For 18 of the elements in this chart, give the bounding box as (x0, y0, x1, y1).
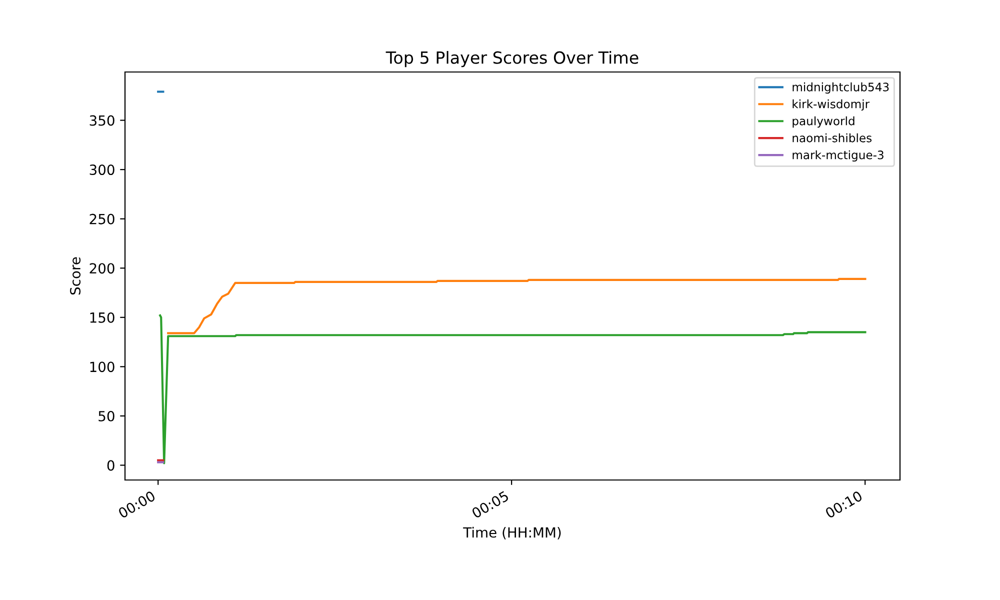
legend-label: naomi-shibles (792, 133, 872, 142)
y-tick-label: 300 (90, 164, 114, 176)
legend-label: midnightclub543 (792, 82, 889, 94)
legend-label: paulyworld (792, 116, 854, 128)
y-tick-label: 50 (98, 410, 114, 422)
line-series (159, 314, 866, 464)
chart-title: Top 5 Player Scores Over Time (386, 51, 638, 68)
x-axis-title: Time (HH:MM) (463, 526, 561, 540)
y-axis-title: Score (70, 257, 81, 295)
y-tick-label: 100 (90, 362, 114, 372)
y-tick-label: 350 (90, 115, 114, 126)
y-tick-label: 250 (90, 214, 114, 224)
y-tick-label: 150 (90, 312, 114, 323)
y-tick-label: 0 (107, 460, 114, 471)
line-series (167, 278, 866, 334)
legend-label: mark-mctigue-3 (792, 150, 884, 162)
legend-label: kirk-wisdomjr (792, 99, 870, 111)
y-tick-label: 200 (90, 263, 114, 274)
